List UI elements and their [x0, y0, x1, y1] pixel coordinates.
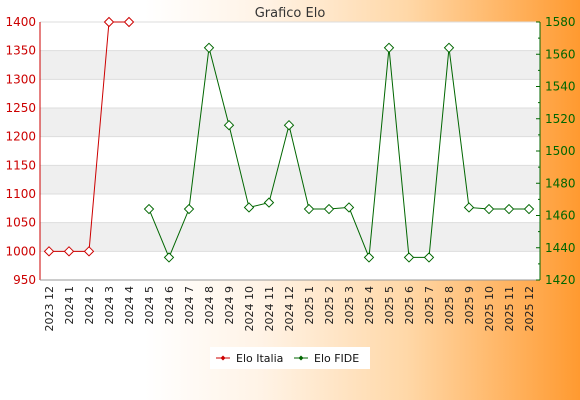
series: [143, 42, 535, 263]
series: [43, 16, 135, 257]
x-tick-label: 2024 8: [203, 286, 216, 325]
legend-label: Elo Italia: [236, 352, 283, 365]
right-tick-label: 1500: [545, 144, 576, 158]
data-point: [523, 203, 535, 215]
right-tick-label: 1560: [545, 47, 576, 61]
x-tick-label: 2025 2: [323, 286, 336, 325]
data-point: [463, 202, 475, 213]
data-point: [83, 246, 95, 257]
x-tick-label: 2025 3: [343, 286, 356, 325]
x-axis-ticks: 2023 12 2024 1 2024 2 2024 3 2024 4 2024 5 202…: [43, 286, 536, 332]
x-tick-label: 2025 7: [423, 286, 436, 325]
right-tick-label: 1460: [545, 209, 576, 223]
data-point: [483, 203, 495, 215]
x-tick-label: 2025 8: [443, 286, 456, 325]
legend-box: [210, 347, 370, 369]
x-tick-label: 2024 12: [283, 286, 296, 332]
x-tick-label: 2024 1: [63, 286, 76, 325]
left-tick-label: 1300: [5, 72, 36, 86]
legend: Elo Italia Elo FIDE: [210, 347, 370, 369]
x-tick-label: 2024 2: [83, 286, 96, 325]
data-point: [503, 203, 515, 215]
data-point: [143, 203, 155, 215]
left-tick-label: 950: [13, 273, 36, 287]
x-tick-label: 2025 11: [503, 286, 516, 332]
data-point: [423, 252, 435, 263]
left-tick-label: 1100: [5, 187, 36, 201]
x-tick-label: 2024 9: [223, 286, 236, 325]
right-tick-label: 1440: [545, 241, 576, 255]
data-point: [103, 16, 115, 28]
right-tick-label: 1580: [545, 15, 576, 29]
x-tick-label: 2024 3: [103, 286, 116, 325]
left-tick-label: 1000: [5, 244, 36, 258]
data-point: [403, 252, 415, 263]
data-point: [183, 203, 195, 215]
data-point: [123, 16, 135, 28]
left-tick-label: 1350: [5, 44, 36, 58]
left-tick-label: 1200: [5, 130, 36, 144]
grid-band: [40, 165, 540, 194]
x-tick-label: 2025 6: [403, 286, 416, 325]
right-axis-ticks: 1420 1440 1460 1480 1500 1520 1540 1560 1580: [536, 15, 576, 287]
data-point: [303, 203, 315, 215]
x-tick-label: 2024 5: [143, 286, 156, 325]
left-axis-ticks: 950 1000 1050 1100 1150 1200 1250 1300 1350 1400: [5, 15, 36, 287]
x-tick-label: 2025 5: [383, 286, 396, 325]
x-tick-label: 2025 12: [523, 286, 536, 332]
x-tick-label: 2024 7: [183, 286, 196, 325]
x-tick-label: 2024 4: [123, 286, 136, 325]
x-tick-label: 2023 12: [43, 286, 56, 332]
data-point: [263, 197, 275, 208]
chart-title: Grafico Elo: [255, 6, 326, 21]
data-point: [43, 246, 55, 257]
legend-marker: [298, 355, 304, 361]
data-point: [283, 119, 295, 131]
data-point: [443, 42, 455, 54]
left-tick-label: 1400: [5, 15, 36, 29]
data-point: [323, 203, 335, 215]
series-layer: [43, 16, 535, 263]
data-point: [383, 42, 395, 54]
data-point: [343, 202, 355, 213]
legend-label: Elo FIDE: [314, 352, 359, 365]
left-tick-label: 1150: [5, 158, 36, 172]
left-tick-label: 1250: [5, 101, 36, 115]
right-tick-label: 1420: [545, 273, 576, 287]
data-point: [223, 119, 235, 131]
x-tick-label: 2024 10: [243, 286, 256, 332]
data-point: [163, 252, 175, 263]
x-tick-label: 2024 11: [263, 286, 276, 332]
grid-band: [40, 222, 540, 252]
x-tick-label: 2025 1: [303, 286, 316, 325]
data-point: [243, 202, 255, 213]
legend-marker: [220, 355, 226, 361]
x-tick-label: 2025 10: [483, 286, 496, 332]
left-tick-label: 1050: [5, 216, 36, 230]
series-line: [148, 47, 529, 259]
right-tick-label: 1540: [545, 80, 576, 94]
x-tick-label: 2024 6: [163, 286, 176, 325]
grid-band: [40, 50, 540, 80]
data-point: [363, 252, 375, 263]
x-tick-label: 2025 4: [363, 286, 376, 325]
x-tick-label: 2025 9: [463, 286, 476, 325]
data-point: [63, 246, 75, 257]
data-point: [203, 42, 215, 54]
right-tick-label: 1480: [545, 176, 576, 190]
right-tick-label: 1520: [545, 112, 576, 126]
